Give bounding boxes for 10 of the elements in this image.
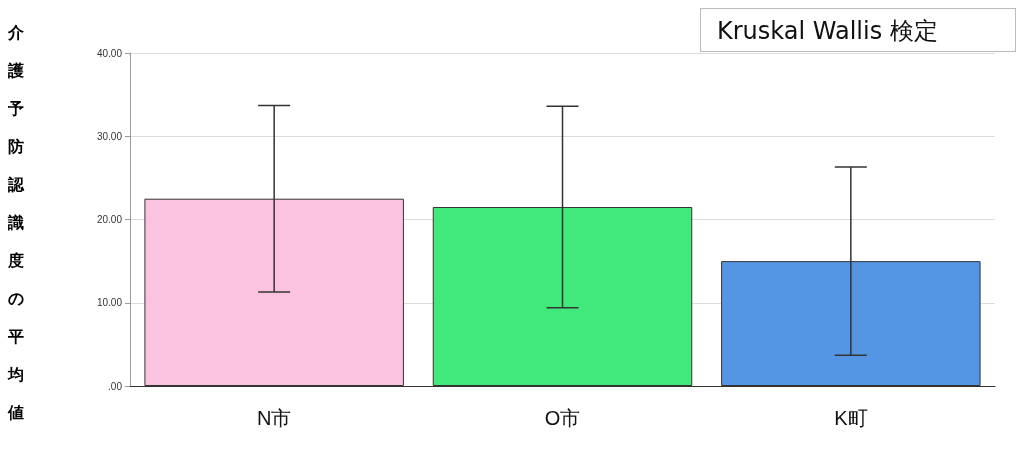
x-tick-label: K町	[834, 407, 868, 429]
x-tick-label: O市	[544, 407, 581, 429]
y-tick-label: .00	[108, 380, 123, 392]
text: 介護予防認識度の平均値	[8, 23, 24, 422]
y-tick-label: 40.00	[96, 47, 123, 59]
text: Kruskal Wallis 検定	[700, 8, 1016, 52]
y-tick-label: 10.00	[96, 297, 123, 309]
y-tick-label: 30.00	[96, 130, 123, 142]
x-tick-label: N市	[256, 407, 292, 429]
y-tick-label: 20.00	[96, 214, 123, 225]
